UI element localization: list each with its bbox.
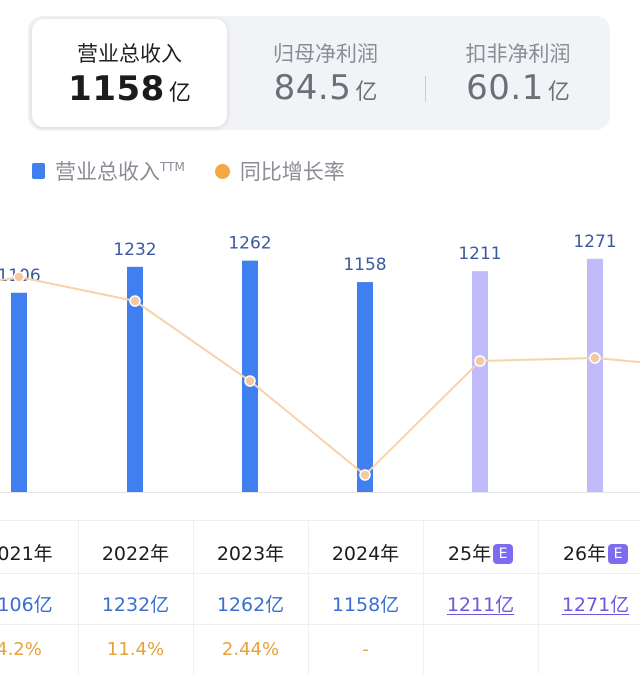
yoy-cell: - <box>362 639 369 660</box>
bar-value-label: 1232 <box>113 240 156 260</box>
growth-rate-point <box>129 295 141 307</box>
legend-revenue-label: 营业总收入TTM <box>55 160 185 184</box>
year-cell: 25年 E <box>424 539 537 566</box>
tab-value: 1158 亿 <box>32 69 227 109</box>
tab-number: 84.5 <box>273 68 352 108</box>
growth-rate-point <box>589 352 601 364</box>
metric-tabs: 营业总收入 1158 亿 归母净利润 84.5 亿 扣非净利润 60.1 亿 <box>28 16 610 130</box>
year-cell: 2023年 <box>194 539 307 566</box>
estimate-revenue-link[interactable]: 1211亿 <box>446 594 515 616</box>
table-column: 2022年 1232亿 11.4% <box>78 520 192 674</box>
data-table: 2021年1106亿4.2%2022年1232亿11.4%2023年1262亿2… <box>0 520 640 674</box>
revenue-cell: 1106亿 <box>0 594 53 616</box>
year-cell: 2024年 <box>309 539 422 566</box>
estimate-badge: E <box>493 544 514 564</box>
growth-rate-point <box>244 375 256 387</box>
chart-legend: 营业总收入TTM 同比增长率 <box>32 157 345 185</box>
table-column: 2021年 1106亿 4.2% <box>0 520 76 674</box>
legend-dot-swatch <box>214 163 230 179</box>
tab-total-revenue[interactable]: 营业总收入 1158 亿 <box>32 19 227 127</box>
estimate-bar <box>587 258 603 492</box>
revenue-cell: 1262亿 <box>216 594 285 616</box>
year-cell: 2021年 <box>0 539 76 566</box>
table-column: 25年 E 1211亿 <box>423 520 537 674</box>
tab-label: 扣非净利润 <box>465 42 571 66</box>
tab-divider <box>425 76 426 102</box>
legend-bar-swatch <box>32 163 45 179</box>
year-label: 25年 <box>447 543 492 565</box>
year-label: 26年 <box>562 543 607 565</box>
table-column: 2024年 1158亿 - <box>308 520 422 674</box>
bar-value-label: 1262 <box>228 234 271 254</box>
yoy-cell: 2.44% <box>221 639 280 660</box>
revenue-cell: 1158亿 <box>331 594 400 616</box>
growth-rate-point <box>474 355 486 367</box>
table-column: 2023年 1262亿 2.44% <box>193 520 307 674</box>
tab-label: 营业总收入 <box>77 42 182 66</box>
revenue-bar <box>127 266 143 492</box>
legend-ttm-label: TTM <box>160 160 185 174</box>
year-label: 2024年 <box>331 543 400 565</box>
estimate-revenue-link[interactable]: 1271亿 <box>561 594 630 616</box>
tab-value: 84.5 亿 <box>228 68 423 108</box>
estimate-bar <box>472 271 488 492</box>
yoy-cell: 4.2% <box>0 639 42 660</box>
tab-net-profit[interactable]: 归母净利润 84.5 亿 <box>228 16 423 130</box>
growth-rate-point <box>359 469 371 481</box>
bar-value-label: 1271 <box>573 232 616 252</box>
table-column: 26年 E 1271亿 <box>538 520 640 674</box>
tab-unit: 亿 <box>547 80 570 105</box>
table-row-divider <box>0 624 640 625</box>
legend-growth-label: 同比增长率 <box>239 160 345 184</box>
bar-value-label: 1211 <box>458 244 501 264</box>
year-cell: 26年 E <box>539 539 640 566</box>
table-top-border <box>0 520 640 521</box>
yoy-cell: 11.4% <box>106 639 165 660</box>
year-label: 2022年 <box>101 543 170 565</box>
revenue-cell: 1232亿 <box>101 594 170 616</box>
estimate-badge: E <box>608 544 629 564</box>
bar-value-label: 1158 <box>343 255 386 275</box>
tab-label: 归母净利润 <box>273 42 378 66</box>
revenue-bar <box>11 292 27 492</box>
revenue-bar <box>357 282 373 492</box>
growth-rate-line <box>0 275 640 477</box>
year-cell: 2022年 <box>79 539 192 566</box>
tab-unit: 亿 <box>168 81 191 106</box>
growth-rate-point <box>13 271 25 283</box>
tab-unit: 亿 <box>355 80 378 105</box>
tab-number: 1158 <box>68 69 165 109</box>
year-label: 2023年 <box>216 543 285 565</box>
table-row-divider <box>0 573 640 574</box>
tab-number: 60.1 <box>466 68 544 108</box>
tab-value: 60.1 亿 <box>426 68 610 108</box>
revenue-chart: 110612321262115812111271 <box>0 232 640 493</box>
year-label: 2021年 <box>0 543 53 565</box>
tab-adjusted-net-profit[interactable]: 扣非净利润 60.1 亿 <box>426 16 610 130</box>
